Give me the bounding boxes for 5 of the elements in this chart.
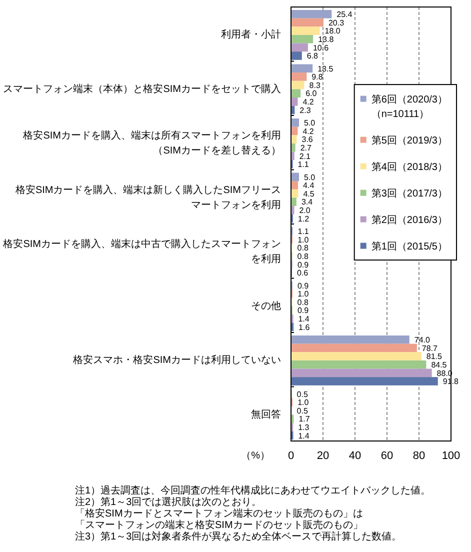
note: 注1）過去調査は、今回調査の性年代構成比にあわせてウエイトバックした値。: [75, 486, 431, 497]
note: 「格安SIMカードとスマートフォン端末のセット販売のもの」は: [75, 508, 363, 520]
note: 注2）第1～3回では選択肢は次のとおり。: [75, 497, 262, 508]
note: 「スマートフォンの端末と格安SIMカードのセット販売のもの」: [75, 520, 363, 532]
note: 注3）第1～3回は対象者条件が異なるため全体ベースで再計算した数値。: [75, 532, 402, 543]
